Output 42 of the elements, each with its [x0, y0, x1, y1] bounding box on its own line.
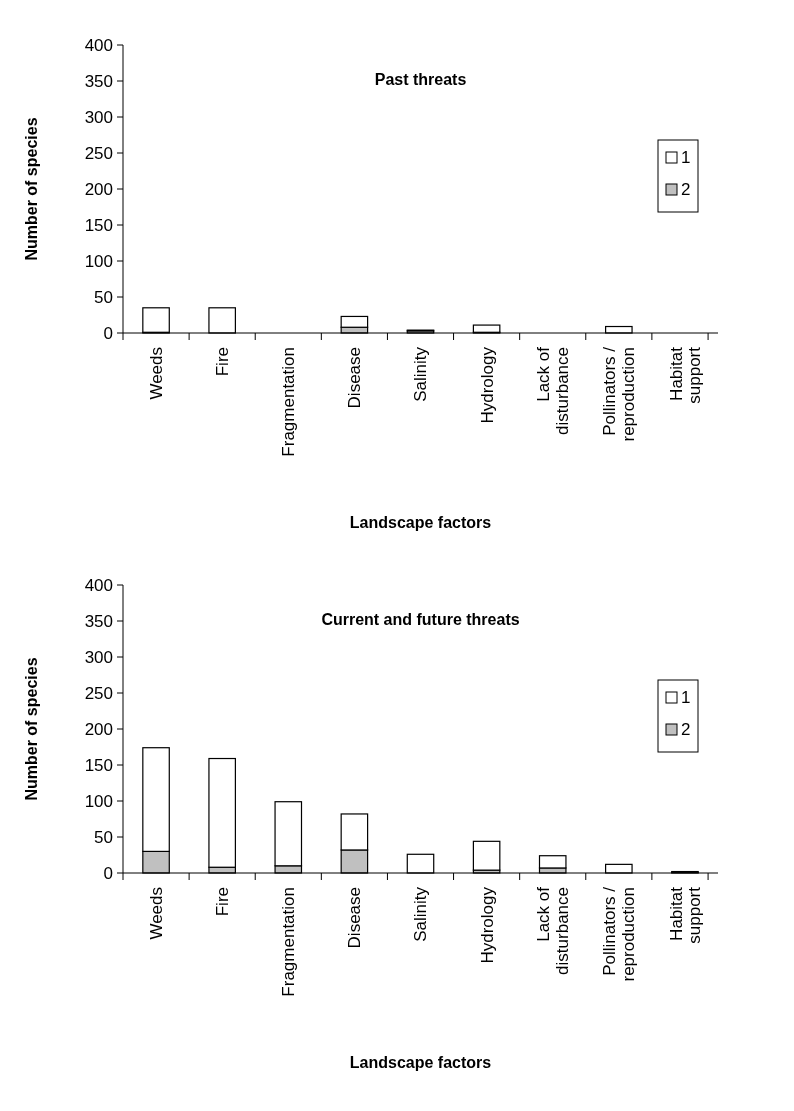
text: Past threats — [374, 71, 467, 88]
text: Current and future threats — [321, 611, 520, 628]
y-tick-label: 50 — [94, 287, 113, 307]
y-tick-label: 400 — [84, 35, 113, 55]
legend-label: 2 — [681, 180, 691, 199]
x-tick-label: Disease — [345, 887, 365, 949]
y-axis-title: Number of species — [23, 657, 40, 801]
y-tick-label: 300 — [84, 107, 113, 127]
y-tick-label: 200 — [84, 179, 113, 199]
y-tick-label: 50 — [94, 827, 113, 847]
y-tick-label: 150 — [84, 755, 113, 775]
x-tick-label: Lack of disturbance — [534, 346, 573, 435]
x-tick-label: Fire — [213, 887, 233, 917]
y-tick-label: 100 — [84, 791, 113, 811]
legend-label: 1 — [681, 688, 691, 707]
x-tick-label: Salinity — [411, 886, 431, 942]
y-tick-label: 300 — [84, 647, 113, 667]
x-tick-label: Weeds — [147, 887, 167, 940]
x-tick-label: Weeds — [147, 347, 167, 400]
y-axis-title: Number of species — [23, 117, 40, 261]
y-tick-label: 400 — [84, 575, 113, 595]
x-tick-label: Salinity — [411, 346, 431, 402]
y-tick-label: 350 — [84, 611, 113, 631]
y-tick-label: 0 — [103, 863, 113, 883]
x-tick-label: Disease — [345, 347, 365, 409]
y-tick-label: 250 — [84, 143, 113, 163]
x-tick-label: Lack of disturbance — [534, 886, 573, 975]
y-tick-label: 100 — [84, 251, 113, 271]
x-tick-label: Fragmentation — [279, 347, 299, 457]
x-axis-title: Landscape factors — [349, 514, 492, 531]
legend-label: 2 — [681, 720, 691, 739]
y-tick-label: 200 — [84, 719, 113, 739]
x-axis-title: Landscape factors — [349, 1054, 492, 1071]
x-tick-label: Fire — [213, 347, 233, 377]
y-tick-label: 150 — [84, 215, 113, 235]
x-tick-label: Hydrology — [477, 886, 497, 964]
y-tick-label: 350 — [84, 71, 113, 91]
x-tick-label: Fragmentation — [279, 887, 299, 997]
legend-label: 1 — [681, 148, 691, 167]
x-tick-label: Hydrology — [477, 346, 497, 424]
y-tick-label: 0 — [103, 323, 113, 343]
y-tick-label: 250 — [84, 683, 113, 703]
